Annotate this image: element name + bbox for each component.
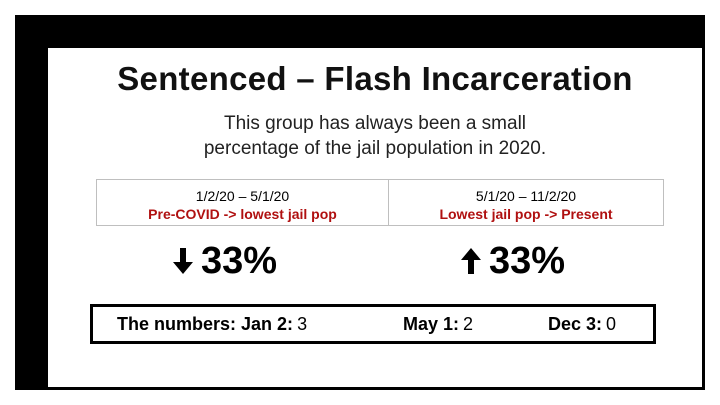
period-lowest-to-present: 5/1/20 – 11/2/20 Lowest jail pop -> Pres… — [389, 179, 664, 226]
arrow-up-icon — [461, 248, 481, 274]
subtitle: This group has always been a small perce… — [48, 111, 702, 161]
numbers-label: The numbers: — [117, 314, 237, 334]
numbers-may: May 1: 2 — [403, 314, 473, 335]
change-increase: 33% — [457, 236, 565, 286]
period-description: Lowest jail pop -> Present — [439, 206, 613, 222]
period-dates: 5/1/20 – 11/2/20 — [475, 188, 577, 204]
period-description: Pre-COVID -> lowest jail pop — [148, 206, 337, 222]
period-pre-covid: 1/2/20 – 5/1/20 Pre-COVID -> lowest jail… — [96, 179, 389, 226]
change-value: 33% — [201, 239, 278, 282]
numbers-dec: Dec 3: 0 — [548, 314, 616, 335]
number-value: 3 — [297, 314, 308, 334]
page-title: Sentenced – Flash Incarceration — [117, 60, 633, 97]
change-decrease: 33% — [169, 236, 277, 286]
number-date: Jan 2: — [241, 314, 294, 334]
number-date: May 1: — [403, 314, 460, 334]
change-value: 33% — [489, 239, 566, 282]
arrow-down-icon — [173, 248, 193, 274]
subtitle-line-1: This group has always been a small — [223, 113, 527, 134]
number-value: 2 — [463, 314, 474, 334]
number-value: 0 — [606, 314, 617, 334]
numbers-box: The numbers: Jan 2: 3 May 1: 2 Dec 3: 0 — [90, 304, 656, 344]
slide-content: Sentenced – Flash Incarceration This gro… — [48, 48, 702, 387]
numbers-jan: The numbers: Jan 2: 3 — [117, 314, 307, 335]
subtitle-line-2: percentage of the jail population in 202… — [203, 138, 547, 159]
period-dates: 1/2/20 – 5/1/20 — [195, 188, 290, 204]
slide-frame: Sentenced – Flash Incarceration This gro… — [15, 15, 705, 390]
number-date: Dec 3: — [548, 314, 603, 334]
